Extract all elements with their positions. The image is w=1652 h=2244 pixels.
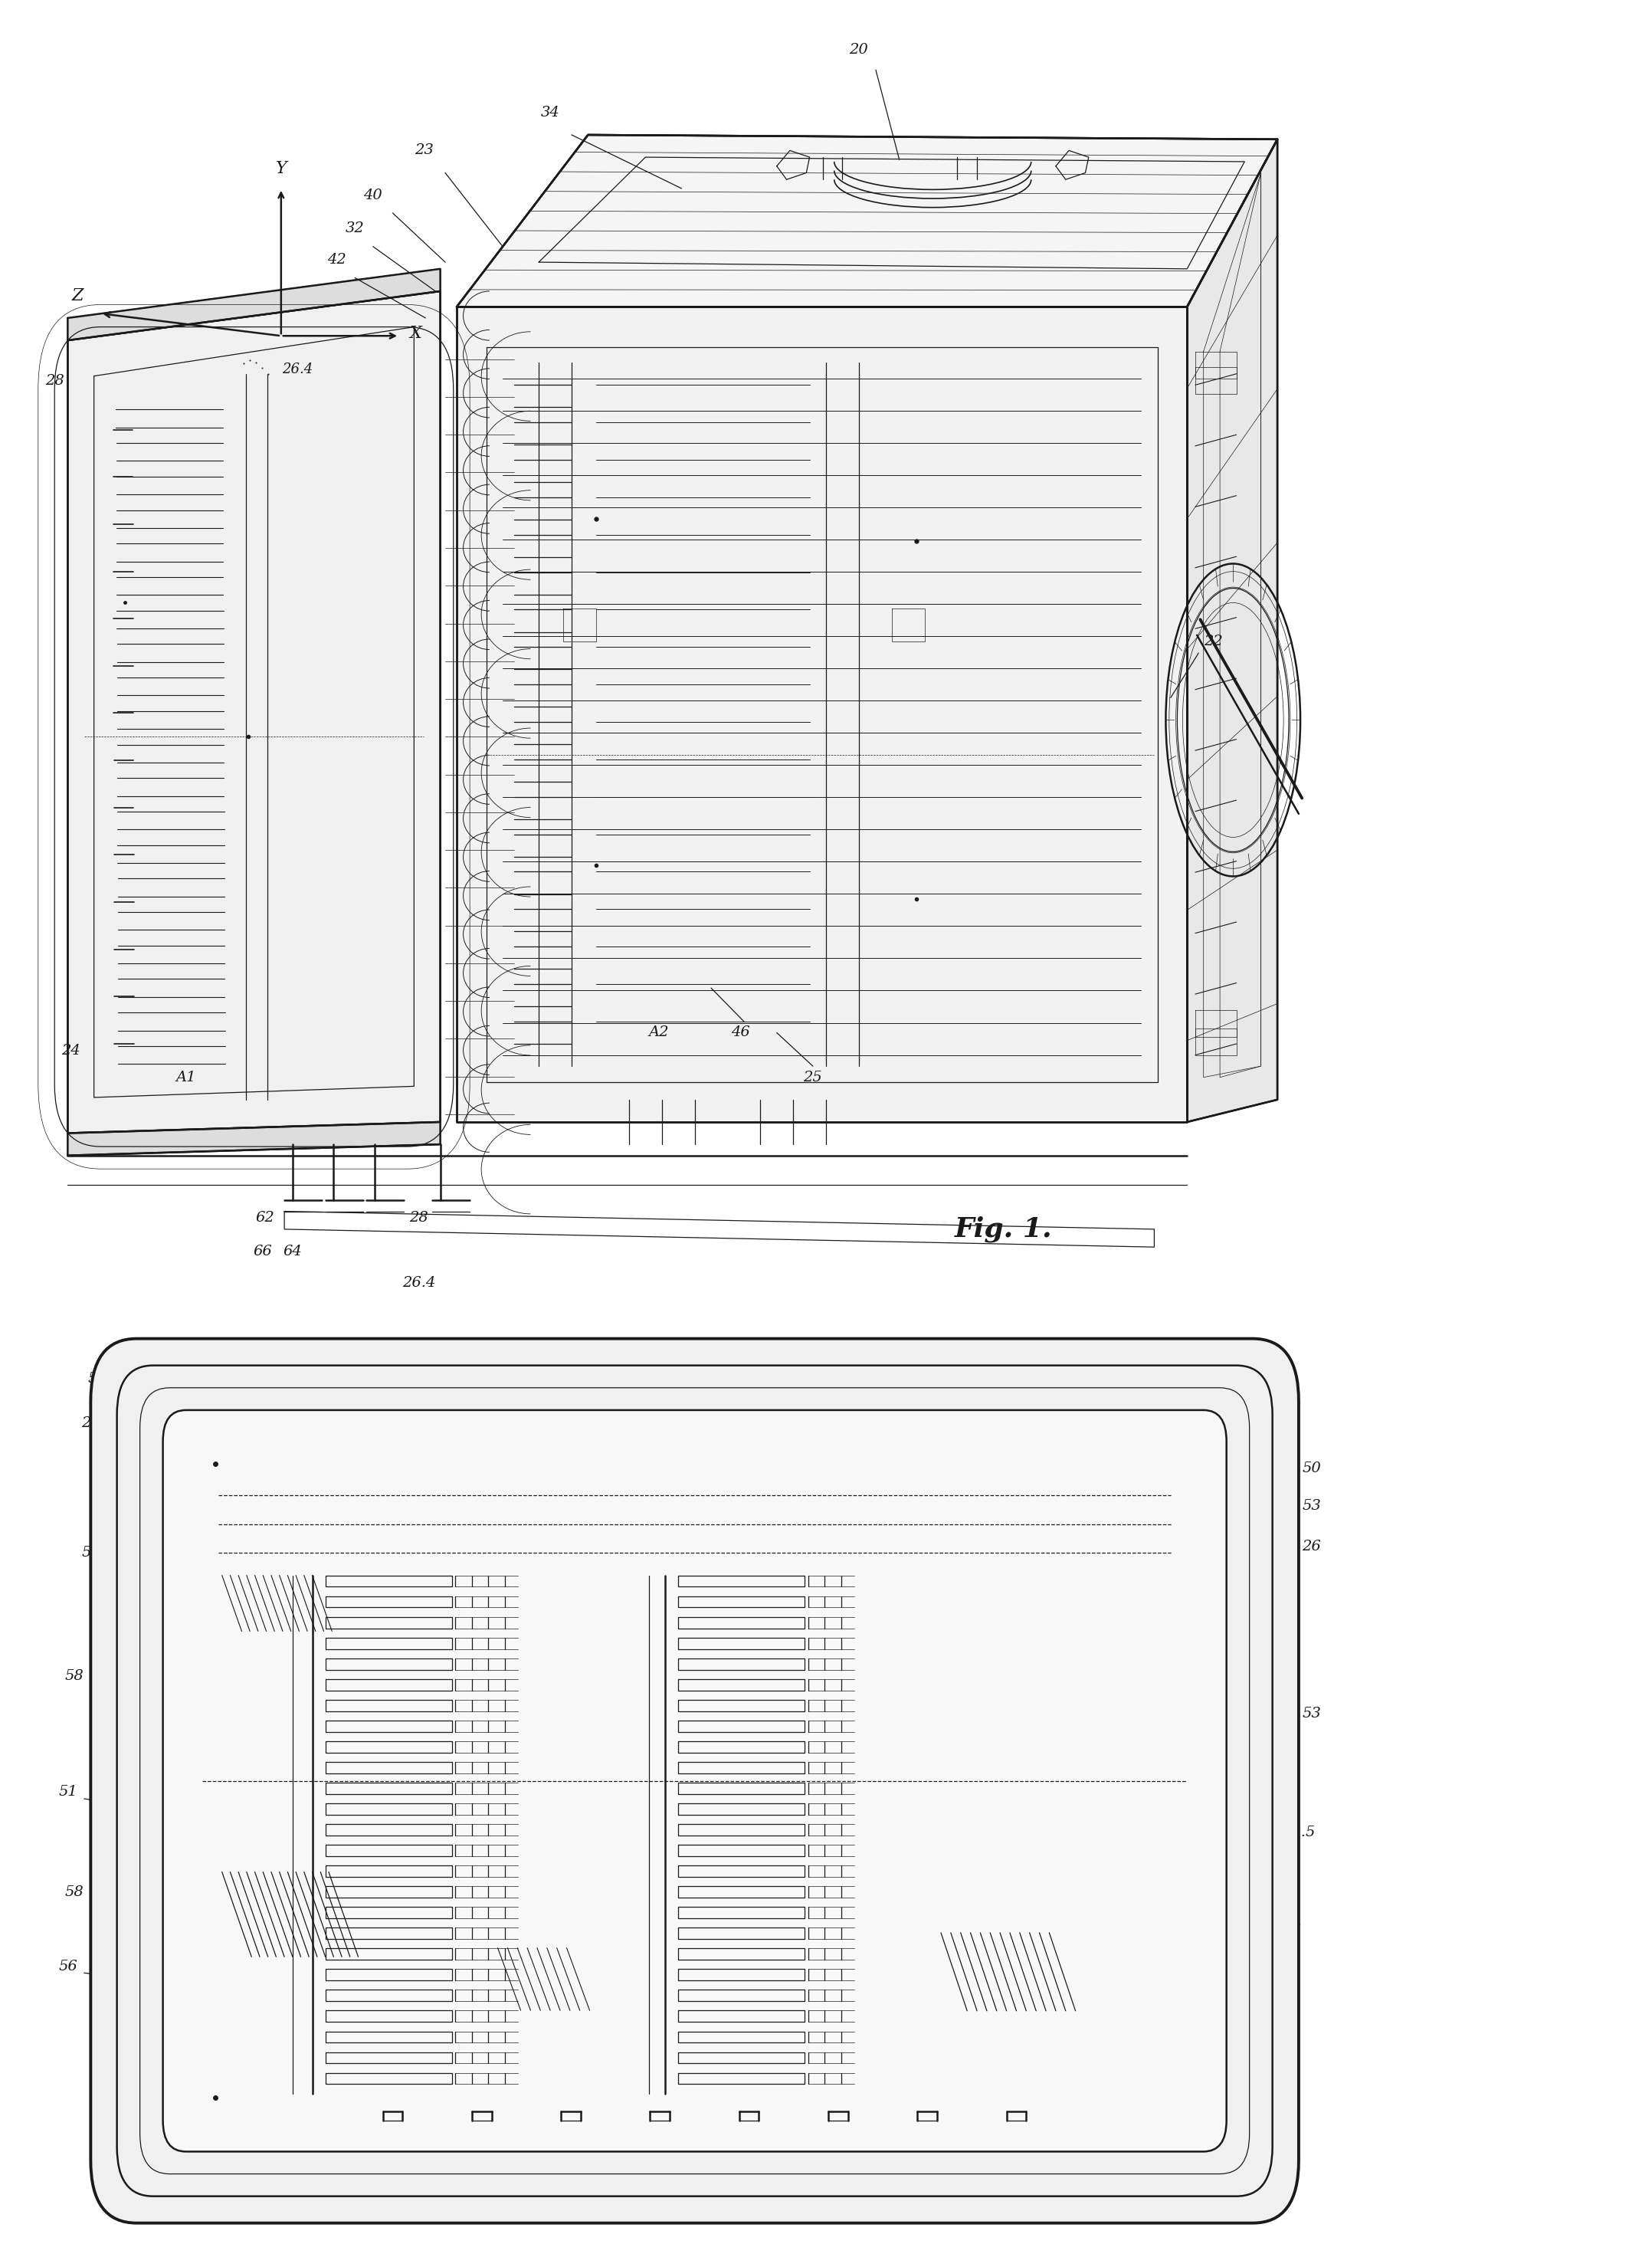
Text: 22: 22 [1204, 635, 1222, 649]
Text: 58: 58 [64, 1670, 84, 1683]
Text: 26.4: 26.4 [577, 2177, 610, 2190]
Text: 52.5: 52.5 [1282, 1824, 1315, 1840]
Text: 28: 28 [45, 375, 64, 388]
Text: 58: 58 [64, 1885, 84, 1898]
Text: 25: 25 [803, 1070, 823, 1084]
Polygon shape [456, 307, 1188, 1122]
Polygon shape [1188, 139, 1277, 1122]
Text: 28: 28 [410, 1212, 428, 1225]
Text: A1: A1 [1282, 1786, 1303, 1800]
Text: 26.4: 26.4 [403, 1277, 436, 1290]
Text: 42: 42 [327, 254, 347, 267]
Text: 54: 54 [81, 1546, 101, 1560]
Text: 50: 50 [1302, 1461, 1322, 1474]
Text: Y: Y [276, 159, 287, 177]
Text: Z: Z [71, 287, 84, 305]
Text: 26: 26 [1302, 1539, 1322, 1553]
Polygon shape [68, 1122, 441, 1156]
Text: 23: 23 [415, 144, 433, 157]
Text: 66: 66 [253, 1245, 273, 1259]
Text: X: X [410, 325, 421, 341]
Text: 62: 62 [254, 1212, 274, 1225]
Text: A1: A1 [175, 1070, 197, 1084]
FancyBboxPatch shape [164, 1409, 1226, 2152]
Text: 20: 20 [849, 43, 869, 56]
Text: 56: 56 [58, 1959, 78, 1972]
Text: 51: 51 [58, 1786, 78, 1800]
Text: 53: 53 [1302, 1499, 1322, 1512]
Text: 64: 64 [282, 1245, 302, 1259]
Text: 26.4: 26.4 [282, 364, 312, 377]
Text: 53: 53 [1302, 1708, 1322, 1721]
Text: 32: 32 [345, 222, 365, 236]
Text: 24: 24 [81, 1416, 101, 1429]
Text: 34: 34 [540, 105, 560, 119]
Polygon shape [68, 269, 441, 341]
Text: 24: 24 [61, 1043, 81, 1057]
Text: 46: 46 [732, 1026, 750, 1039]
Text: Fig. 2.: Fig. 2. [1089, 2091, 1186, 2118]
Text: A2: A2 [649, 1026, 669, 1039]
Polygon shape [68, 292, 441, 1133]
Text: Fig. 1.: Fig. 1. [955, 1216, 1052, 1243]
Text: 56: 56 [1282, 1923, 1302, 1937]
Text: 52: 52 [88, 1371, 107, 1387]
Polygon shape [456, 135, 1277, 307]
Text: 40: 40 [363, 188, 383, 202]
FancyBboxPatch shape [91, 1340, 1298, 2224]
